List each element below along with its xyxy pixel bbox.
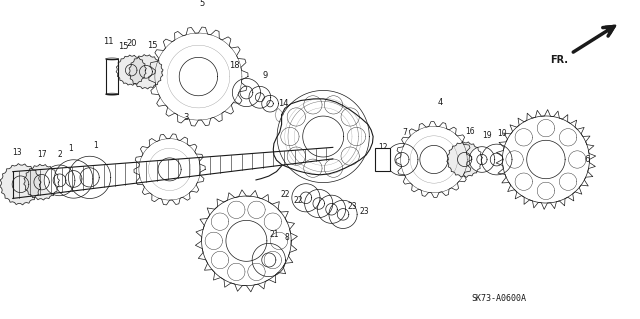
Text: 15: 15	[118, 42, 129, 51]
Polygon shape	[386, 144, 418, 175]
Text: 19: 19	[482, 131, 492, 140]
Text: 13: 13	[12, 148, 22, 157]
Polygon shape	[262, 95, 278, 112]
Polygon shape	[273, 99, 373, 175]
Polygon shape	[252, 243, 285, 277]
Text: SK73-A0600A: SK73-A0600A	[472, 294, 527, 303]
Polygon shape	[469, 147, 495, 172]
Text: 22: 22	[280, 190, 290, 199]
Text: 2: 2	[57, 150, 62, 159]
Text: 11: 11	[104, 37, 114, 46]
Text: 23: 23	[348, 202, 357, 211]
Polygon shape	[68, 156, 111, 198]
Text: 20: 20	[126, 39, 136, 48]
Text: 3: 3	[183, 113, 188, 122]
Polygon shape	[0, 164, 41, 205]
Polygon shape	[481, 144, 512, 175]
Text: 6: 6	[584, 155, 589, 164]
Polygon shape	[305, 189, 333, 218]
Polygon shape	[420, 145, 448, 174]
Polygon shape	[129, 55, 163, 89]
Text: FR.: FR.	[550, 55, 568, 65]
Polygon shape	[54, 160, 93, 198]
Text: 5: 5	[199, 0, 204, 8]
Bar	[375, 148, 390, 171]
Text: 7: 7	[403, 128, 408, 137]
Polygon shape	[116, 55, 147, 85]
Text: 9: 9	[262, 71, 268, 80]
Polygon shape	[13, 147, 333, 198]
Polygon shape	[232, 78, 260, 107]
Polygon shape	[179, 57, 218, 96]
Polygon shape	[44, 165, 75, 196]
Text: 8: 8	[285, 233, 289, 242]
Polygon shape	[226, 220, 267, 261]
Bar	[106, 59, 118, 94]
Text: 17: 17	[36, 150, 47, 159]
Polygon shape	[447, 142, 483, 177]
Polygon shape	[292, 184, 320, 212]
Polygon shape	[249, 86, 271, 108]
Text: 22: 22	[293, 196, 303, 205]
Text: 15: 15	[147, 41, 157, 50]
Text: 10: 10	[497, 129, 507, 138]
Text: 1: 1	[93, 141, 99, 150]
Text: 16: 16	[465, 128, 475, 137]
Text: 21: 21	[269, 230, 278, 239]
Polygon shape	[303, 116, 344, 157]
Polygon shape	[158, 158, 181, 181]
Polygon shape	[24, 164, 60, 200]
Text: 23: 23	[359, 207, 369, 216]
Polygon shape	[317, 195, 346, 223]
Text: 12: 12	[378, 143, 387, 152]
Text: 4: 4	[438, 98, 443, 107]
Text: 1: 1	[68, 145, 73, 153]
Polygon shape	[527, 140, 565, 179]
Polygon shape	[329, 200, 357, 228]
Text: 18: 18	[230, 62, 240, 70]
Text: 14: 14	[278, 99, 288, 108]
